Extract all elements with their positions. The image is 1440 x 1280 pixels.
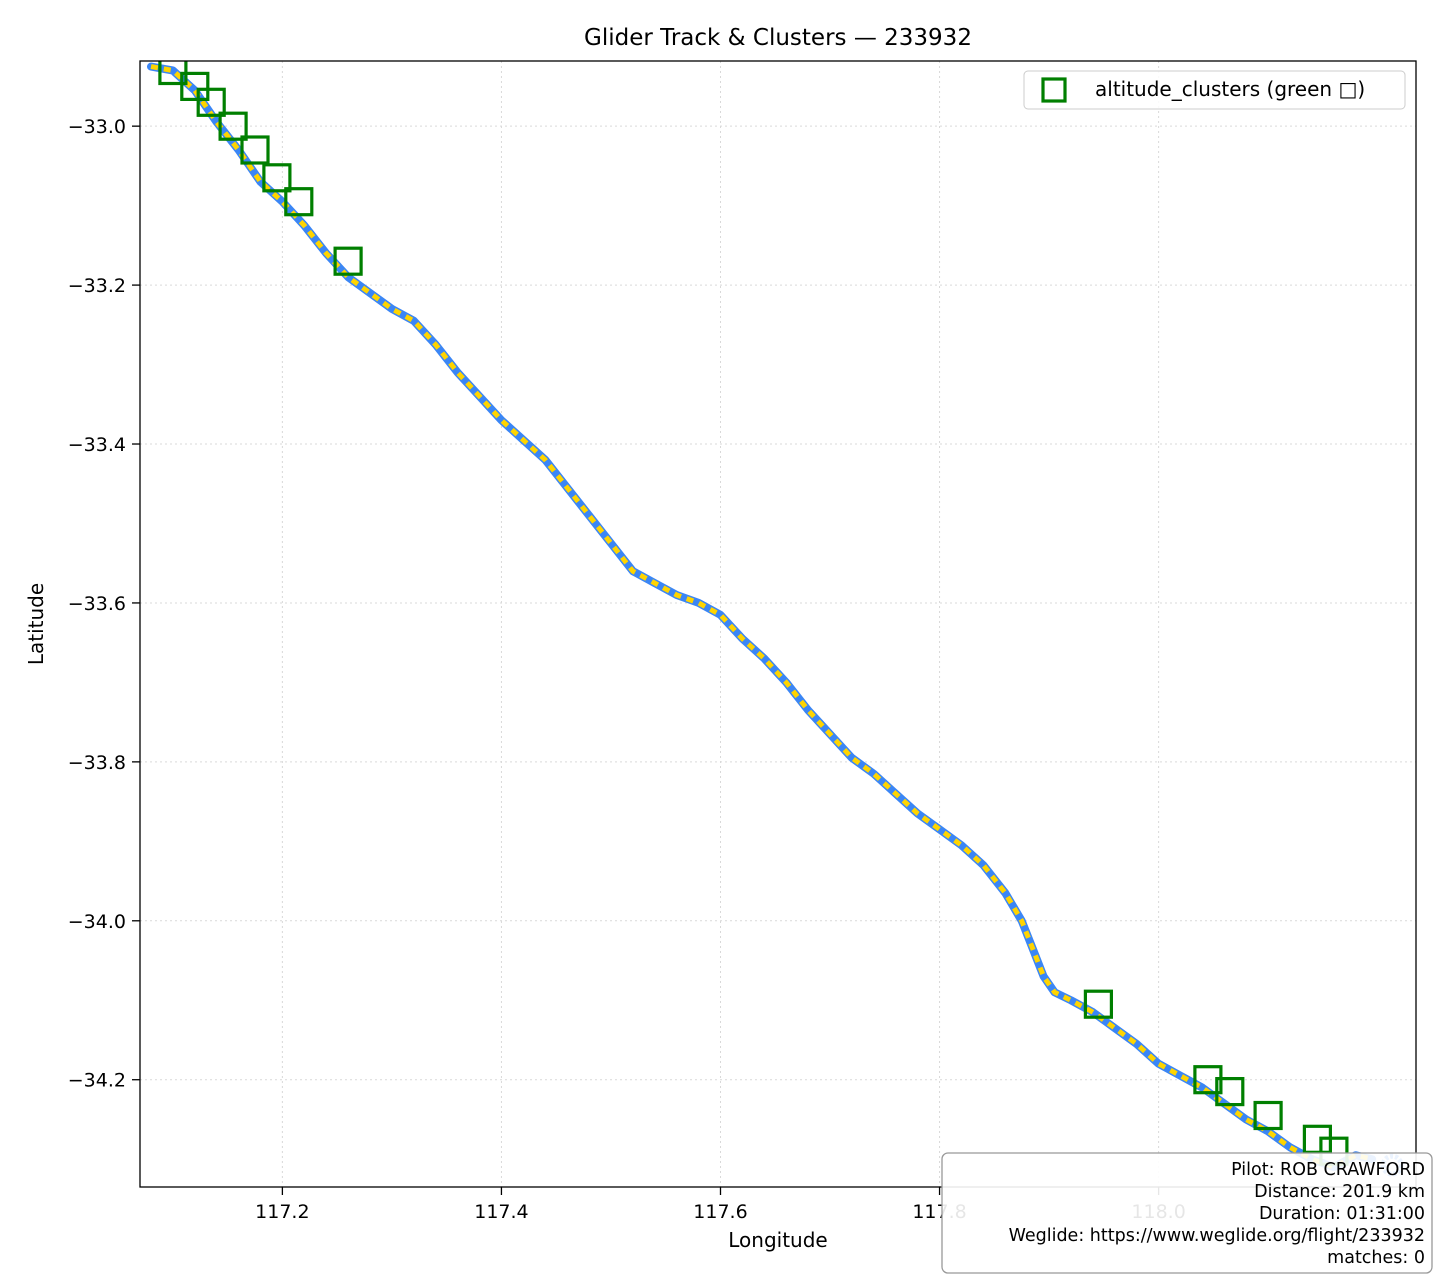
legend-box bbox=[1023, 70, 1406, 110]
legend-cluster-marker bbox=[1041, 77, 1067, 103]
info-distance: Distance: 201.9 km bbox=[1254, 1182, 1425, 1202]
y-tick-label: −33.0 bbox=[68, 116, 126, 138]
legend-cluster-label: altitude_clusters (green □) bbox=[1095, 77, 1365, 101]
cluster-marker bbox=[284, 187, 314, 217]
legend: altitude_clusters (green □) bbox=[1023, 70, 1406, 110]
x-tick-label: 117.6 bbox=[693, 1201, 747, 1223]
info-pilot: Pilot: ROB CRAWFORD bbox=[1231, 1160, 1425, 1180]
y-axis-ticks: −33.0 −33.2 −33.4 −33.6 −33.8 −34.0 −34.2 bbox=[68, 116, 140, 1092]
cluster-marker bbox=[333, 246, 363, 276]
cluster-marker bbox=[240, 135, 270, 165]
y-axis-label: Latitude bbox=[24, 583, 48, 665]
cluster-marker bbox=[1253, 1100, 1283, 1131]
x-tick-label: 117.2 bbox=[255, 1201, 309, 1223]
info-box: Pilot: ROB CRAWFORD Distance: 201.9 km D… bbox=[941, 1152, 1433, 1274]
info-weglide: Weglide: https://www.weglide.org/flight/… bbox=[1009, 1226, 1425, 1246]
y-tick-label: −34.2 bbox=[68, 1070, 126, 1092]
plot-frame bbox=[139, 60, 1417, 1188]
y-tick-label: −33.4 bbox=[68, 434, 126, 456]
plot-area bbox=[140, 61, 1416, 1187]
cluster-marker bbox=[196, 87, 226, 117]
y-tick-label: −33.6 bbox=[68, 593, 126, 615]
altitude-clusters bbox=[158, 61, 1349, 1166]
chart-title: Glider Track & Clusters — 233932 bbox=[584, 25, 972, 51]
cluster-marker bbox=[158, 61, 188, 86]
x-axis-label: Longitude bbox=[728, 1228, 827, 1252]
y-tick-label: −33.8 bbox=[68, 752, 126, 774]
cluster-marker bbox=[1215, 1076, 1245, 1107]
cluster-marker bbox=[218, 111, 248, 141]
y-tick-label: −34.0 bbox=[68, 911, 126, 933]
info-duration: Duration: 01:31:00 bbox=[1259, 1204, 1425, 1224]
x-tick-label: 117.4 bbox=[474, 1201, 528, 1223]
cluster-marker bbox=[1083, 989, 1114, 1019]
info-matches: matches: 0 bbox=[1327, 1248, 1425, 1268]
y-tick-label: −33.2 bbox=[68, 275, 126, 297]
info-box-frame bbox=[941, 1152, 1433, 1274]
track-highlight-line bbox=[150, 64, 1373, 1170]
cluster-marker bbox=[262, 163, 292, 193]
cluster-marker bbox=[180, 71, 210, 102]
